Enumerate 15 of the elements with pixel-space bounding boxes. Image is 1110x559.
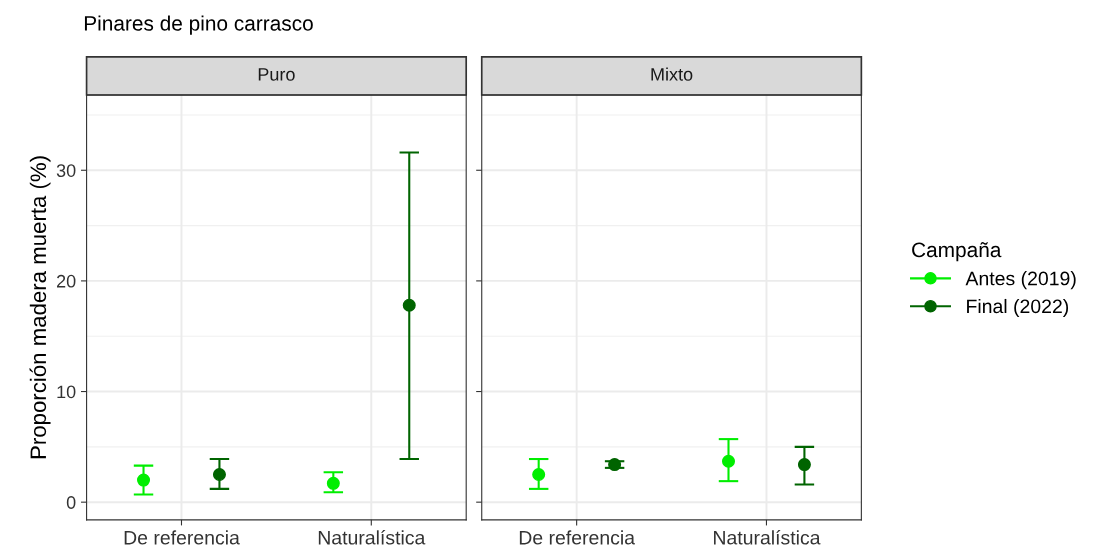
x-tick-label: De referencia xyxy=(519,530,636,545)
x-tick-label: De referencia xyxy=(124,530,240,545)
text: Pinares de pino carrasco xyxy=(84,15,313,35)
y-tick-label: 20 xyxy=(56,274,76,288)
legend-title: Campaña xyxy=(912,242,1002,262)
chart-title: Puro xyxy=(258,68,295,81)
chart-title: Mixto xyxy=(651,67,693,81)
y-axis-title: Proporción madera muerta (%) xyxy=(29,156,51,459)
legend-label: Final (2022) xyxy=(967,298,1069,318)
y-tick-label: 10 xyxy=(57,385,76,399)
y-tick-label: 0 xyxy=(66,496,76,509)
y-tick-label: 30 xyxy=(56,164,76,177)
x-tick-label: Naturalística xyxy=(318,530,426,545)
legend-label: Antes (2019) xyxy=(965,271,1076,290)
x-tick-label: Naturalística xyxy=(714,530,821,545)
